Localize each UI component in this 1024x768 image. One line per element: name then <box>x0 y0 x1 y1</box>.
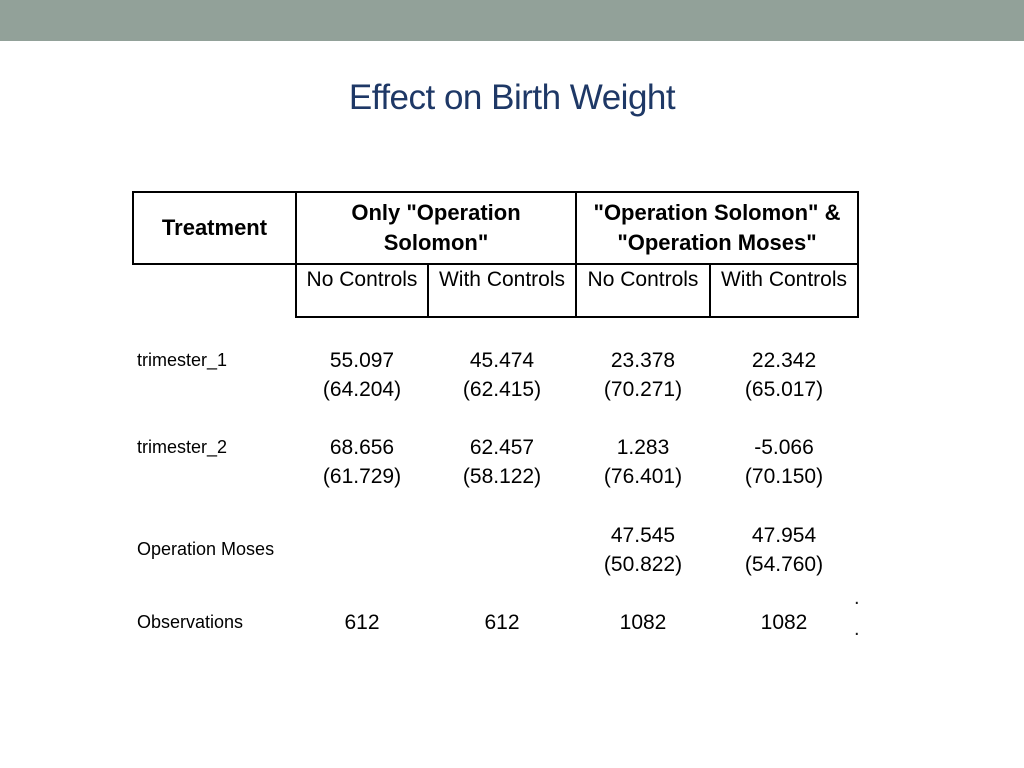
observation-count: 612 <box>344 611 380 634</box>
coefficient: 23.378 <box>610 349 676 372</box>
subheader-with-controls-2: With Controls <box>708 263 860 318</box>
std-error: (58.122) <box>462 465 542 488</box>
spacer-line <box>137 462 296 491</box>
value-cell <box>428 491 576 579</box>
std-error: (64.204) <box>322 378 402 401</box>
row-label-cell: Observations <box>133 579 296 637</box>
table-row-trimester-2: trimester_2 68.656 (61.729) 62.457 (58.1… <box>133 404 858 491</box>
results-table: Treatment Only "Operation Solomon" "Oper… <box>132 191 860 637</box>
coefficient: 62.457 <box>469 436 535 459</box>
table-row-operation-moses: Operation Moses 47.545 (50.822) <box>133 491 858 579</box>
value-cell: 55.097 (64.204) <box>296 317 428 404</box>
std-error <box>428 550 576 579</box>
subheader-no-controls-2: No Controls <box>575 263 711 318</box>
std-error: (61.729) <box>322 465 402 488</box>
std-error: (54.760) <box>744 553 824 576</box>
std-error: (62.415) <box>462 378 542 401</box>
row-label-cell: trimester_1 <box>133 317 296 404</box>
group-header-line: "Operation Moses" <box>617 230 817 255</box>
coefficient: -5.066 <box>754 436 814 459</box>
row-label-cell: Operation Moses <box>133 491 296 579</box>
value-cell: 47.545 (50.822) <box>576 491 710 579</box>
row-label-cell: trimester_2 <box>133 404 296 491</box>
row-label: Operation Moses <box>137 539 275 559</box>
regression-table: Treatment Only "Operation Solomon" "Oper… <box>132 191 860 637</box>
coefficient: 22.342 <box>751 349 817 372</box>
group-header-line: Solomon" <box>383 230 489 255</box>
value-cell: 612 <box>296 579 428 637</box>
std-error <box>296 550 428 579</box>
value-cell: 1082 <box>576 579 710 637</box>
observation-count: 1082 <box>619 611 667 634</box>
observation-count: 612 <box>484 611 520 634</box>
group-header-line: "Operation Solomon" & <box>593 200 841 225</box>
std-error: (76.401) <box>603 465 683 488</box>
slide-title: Effect on Birth Weight <box>348 78 676 117</box>
value-cell: -5.066 (70.150) <box>710 404 858 491</box>
column-header-treatment: Treatment <box>132 191 297 265</box>
subheader-with-controls-1: With Controls <box>427 263 577 318</box>
accent-bar <box>0 0 1024 41</box>
stray-dot: . <box>854 587 860 609</box>
row-label: trimester_2 <box>137 437 228 457</box>
row-label: trimester_1 <box>137 350 228 370</box>
std-error: (70.150) <box>744 465 824 488</box>
std-error: (70.271) <box>603 378 683 401</box>
coefficient <box>296 521 428 550</box>
group-header-solomon-only: Only "Operation Solomon" <box>295 191 577 265</box>
value-cell: 68.656 (61.729) <box>296 404 428 491</box>
coefficient: 1.283 <box>616 436 670 459</box>
value-cell <box>296 491 428 579</box>
coefficient: 47.545 <box>610 524 676 547</box>
group-header-line: Only "Operation <box>351 200 521 225</box>
value-cell: 45.474 (62.415) <box>428 317 576 404</box>
value-cell: 612 <box>428 579 576 637</box>
coefficient: 55.097 <box>329 349 395 372</box>
value-cell: 62.457 (58.122) <box>428 404 576 491</box>
subheader-empty-cell <box>133 264 296 317</box>
table-row-observations: Observations 612 612 1082 1082 <box>133 579 858 637</box>
value-cell: 1.283 (76.401) <box>576 404 710 491</box>
observation-count: 1082 <box>760 611 808 634</box>
coefficient: 68.656 <box>329 436 395 459</box>
subheader-no-controls-1: No Controls <box>295 263 429 318</box>
table-subheader-row: No Controls With Controls No Controls Wi… <box>133 263 860 318</box>
table-group-header-row: Treatment Only "Operation Solomon" "Oper… <box>132 191 860 265</box>
value-cell: 22.342 (65.017) <box>710 317 858 404</box>
coefficient: 47.954 <box>751 524 817 547</box>
table-row-trimester-1: trimester_1 55.097 (64.204) 45.474 (62.4… <box>133 317 858 404</box>
std-error: (50.822) <box>603 553 683 576</box>
group-header-solomon-and-moses: "Operation Solomon" & "Operation Moses" <box>574 191 860 265</box>
value-cell: 23.378 (70.271) <box>576 317 710 404</box>
stray-dot: . <box>854 618 860 640</box>
value-cell: 47.954 (54.760) <box>710 491 858 579</box>
std-error: (65.017) <box>744 378 824 401</box>
coefficient: 45.474 <box>469 349 535 372</box>
spacer-line <box>137 375 296 404</box>
value-cell: 1082 <box>710 579 858 637</box>
row-label: Observations <box>137 612 244 632</box>
coefficient <box>428 521 576 550</box>
